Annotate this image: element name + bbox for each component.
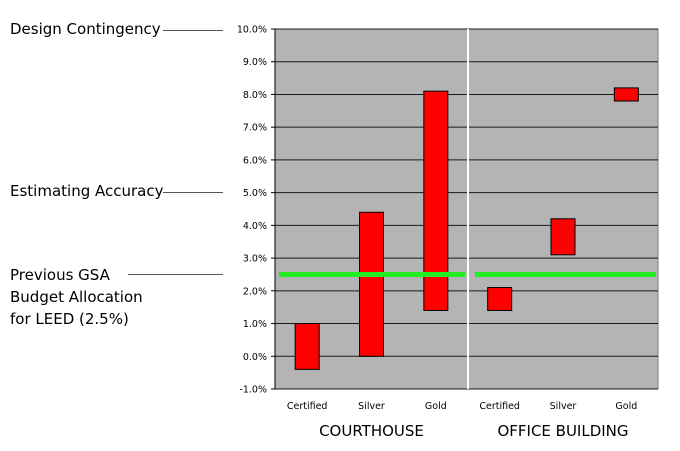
y-tick-label: 4.0% [243, 221, 267, 232]
x-category-label: Gold [425, 401, 447, 412]
range-bar [294, 323, 320, 370]
x-category-label: Silver [358, 401, 385, 412]
y-tick-label: 2.0% [243, 286, 267, 297]
y-tick-label: 8.0% [243, 90, 267, 101]
previous-gsa-label-line1: Previous GSA [10, 266, 110, 284]
y-tick-label: 0.0% [243, 352, 267, 363]
range-bar [359, 211, 384, 357]
x-category-labels: Certified Silver Gold Certified Silver Gold [287, 401, 637, 412]
design-contingency-label: Design Contingency [10, 20, 161, 38]
previous-gsa-label-line3: for LEED (2.5%) [10, 310, 129, 328]
y-tick-labels: -1.0% 0.0% 1.0% 2.0% 3.0% 4.0% 5.0% 6.0% 7.0% 8.0… [237, 25, 267, 396]
group-label: OFFICE BUILDING [497, 422, 628, 440]
estimating-accuracy-label: Estimating Accuracy [10, 182, 164, 200]
previous-gsa-leader [128, 274, 223, 275]
x-category-label: Gold [615, 401, 637, 412]
plot-area [274, 28, 659, 390]
y-tick-label: 9.0% [243, 57, 267, 68]
grid-lines [271, 28, 658, 390]
y-tick-label: 5.0% [243, 188, 267, 199]
x-category-label: Certified [479, 401, 520, 412]
design-contingency-leader [163, 30, 223, 31]
range-bar [550, 218, 576, 256]
range-bar [423, 90, 449, 311]
estimating-accuracy-leader [163, 192, 223, 193]
x-category-label: Silver [550, 401, 577, 412]
range-bar [487, 287, 513, 311]
y-tick-label: 1.0% [243, 319, 267, 330]
x-category-label: Certified [287, 401, 328, 412]
y-tick-label: 10.0% [237, 25, 267, 36]
previous-gsa-label-line2: Budget Allocation [10, 288, 143, 306]
group-label: COURTHOUSE [319, 422, 424, 440]
y-tick-label: 6.0% [243, 155, 267, 166]
y-tick-label: -1.0% [239, 385, 267, 396]
group-labels: COURTHOUSE OFFICE BUILDING [319, 422, 628, 440]
y-tick-label: 7.0% [243, 123, 267, 134]
range-bar [613, 87, 639, 102]
y-tick-label: 3.0% [243, 254, 267, 265]
